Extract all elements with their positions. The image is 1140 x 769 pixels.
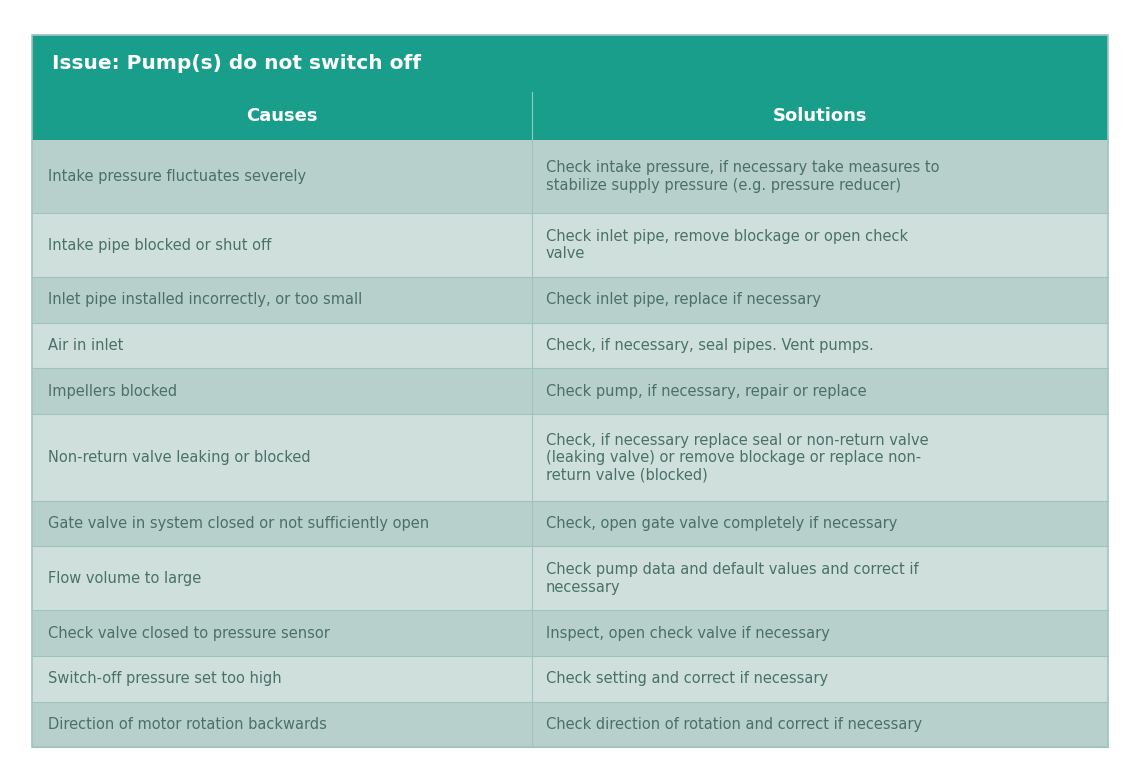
Bar <box>32 414 532 501</box>
Text: Causes: Causes <box>246 107 318 125</box>
Bar <box>32 35 1108 92</box>
Bar <box>532 501 1108 547</box>
Text: Intake pressure fluctuates severely: Intake pressure fluctuates severely <box>48 169 306 184</box>
Bar <box>532 702 1108 747</box>
Text: Check, if necessary replace seal or non-return valve
(leaking valve) or remove b: Check, if necessary replace seal or non-… <box>546 432 929 482</box>
Text: Check direction of rotation and correct if necessary: Check direction of rotation and correct … <box>546 717 922 732</box>
Text: Impellers blocked: Impellers blocked <box>48 384 177 398</box>
Text: Check setting and correct if necessary: Check setting and correct if necessary <box>546 671 828 687</box>
Bar <box>32 611 532 656</box>
Bar <box>32 92 1108 95</box>
Text: Non-return valve leaking or blocked: Non-return valve leaking or blocked <box>48 450 310 465</box>
Bar <box>532 547 1108 611</box>
Text: Check intake pressure, if necessary take measures to
stabilize supply pressure (: Check intake pressure, if necessary take… <box>546 160 939 193</box>
Bar <box>32 92 1108 140</box>
Text: Inlet pipe installed incorrectly, or too small: Inlet pipe installed incorrectly, or too… <box>48 292 363 308</box>
Bar <box>532 656 1108 702</box>
Text: Switch-off pressure set too high: Switch-off pressure set too high <box>48 671 282 687</box>
Bar <box>32 702 532 747</box>
Text: Check valve closed to pressure sensor: Check valve closed to pressure sensor <box>48 626 329 641</box>
Bar <box>532 140 1108 213</box>
Text: Air in inlet: Air in inlet <box>48 338 123 353</box>
Text: Check inlet pipe, remove blockage or open check
valve: Check inlet pipe, remove blockage or ope… <box>546 229 909 261</box>
Bar <box>32 656 532 702</box>
Text: Check, open gate valve completely if necessary: Check, open gate valve completely if nec… <box>546 516 897 531</box>
Bar <box>32 547 532 611</box>
Bar <box>32 368 532 414</box>
Bar <box>32 501 532 547</box>
Text: Check pump, if necessary, repair or replace: Check pump, if necessary, repair or repl… <box>546 384 866 398</box>
Text: Solutions: Solutions <box>773 107 868 125</box>
Text: Flow volume to large: Flow volume to large <box>48 571 201 586</box>
Bar <box>532 414 1108 501</box>
Text: Inspect, open check valve if necessary: Inspect, open check valve if necessary <box>546 626 830 641</box>
Bar <box>32 323 532 368</box>
Text: Check pump data and default values and correct if
necessary: Check pump data and default values and c… <box>546 562 919 594</box>
Text: Check inlet pipe, replace if necessary: Check inlet pipe, replace if necessary <box>546 292 821 308</box>
Bar <box>532 213 1108 277</box>
Text: Gate valve in system closed or not sufficiently open: Gate valve in system closed or not suffi… <box>48 516 429 531</box>
Text: Intake pipe blocked or shut off: Intake pipe blocked or shut off <box>48 238 271 252</box>
Bar <box>32 277 532 323</box>
Bar <box>32 140 532 213</box>
Text: Issue: Pump(s) do not switch off: Issue: Pump(s) do not switch off <box>52 54 422 73</box>
Text: Check, if necessary, seal pipes. Vent pumps.: Check, if necessary, seal pipes. Vent pu… <box>546 338 873 353</box>
Bar <box>532 368 1108 414</box>
Bar <box>532 277 1108 323</box>
Bar <box>32 213 532 277</box>
Text: Direction of motor rotation backwards: Direction of motor rotation backwards <box>48 717 327 732</box>
Bar <box>532 611 1108 656</box>
Bar <box>532 323 1108 368</box>
